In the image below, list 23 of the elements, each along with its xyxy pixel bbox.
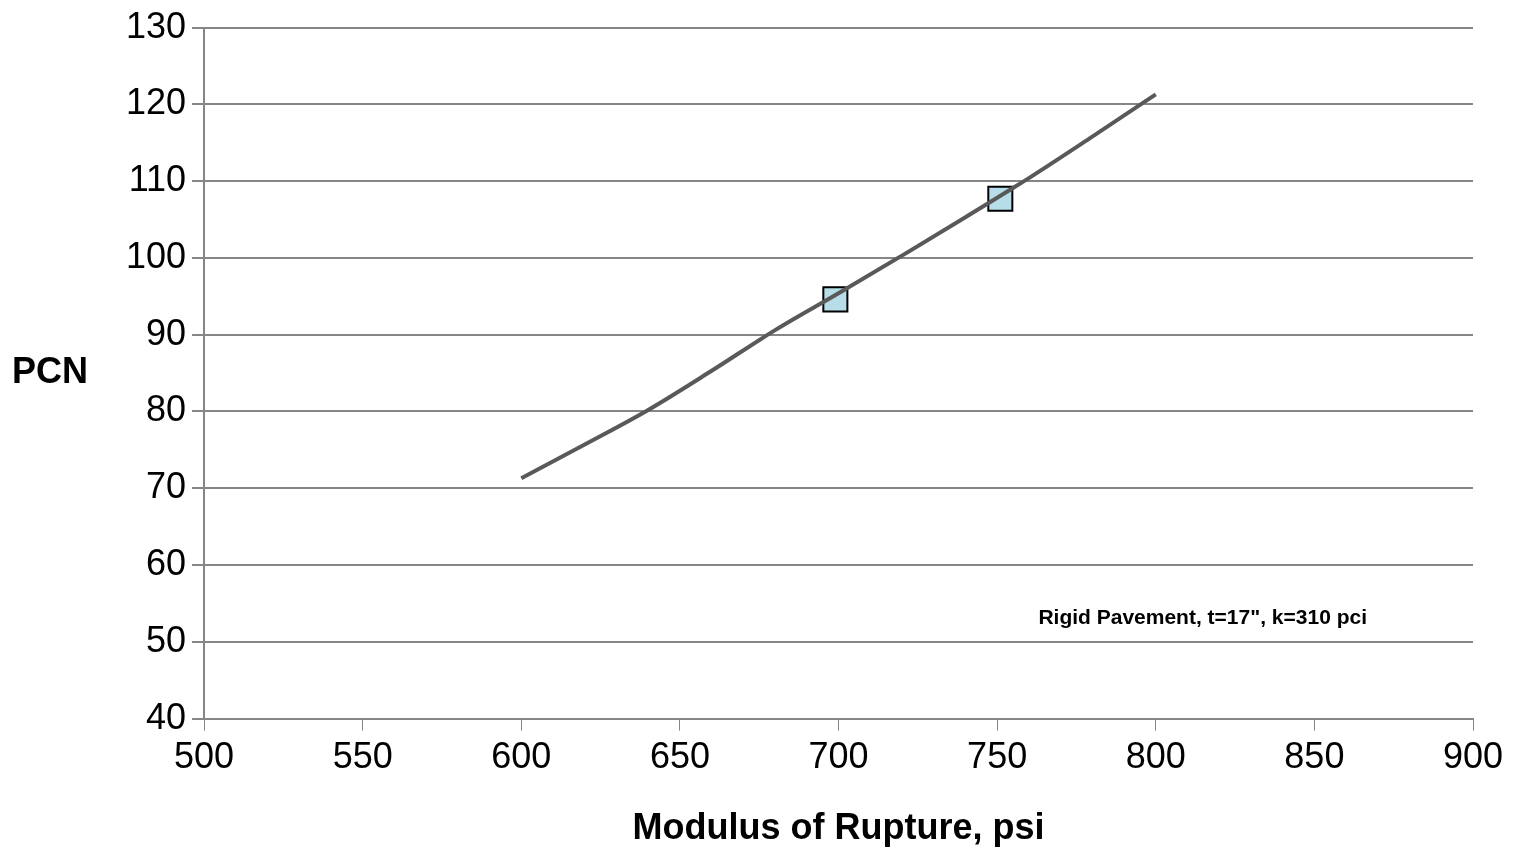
y-tick-label: 40 (146, 695, 187, 737)
y-tick-label: 100 (125, 234, 187, 276)
x-tick-label: 900 (1442, 735, 1504, 777)
x-tick-label: 550 (332, 735, 393, 777)
x-tick-label: 650 (649, 735, 710, 777)
x-tick-label: 500 (174, 735, 235, 777)
y-tick-label: 80 (146, 388, 187, 430)
y-tick-label: 90 (146, 311, 187, 353)
x-axis-title: Modulus of Rupture, psi (632, 806, 1045, 848)
y-tick-label: 70 (146, 465, 187, 507)
y-tick-label: 50 (146, 618, 187, 660)
annotation: Rigid Pavement, t=17", k=310 pci (1038, 605, 1367, 629)
x-tick-label: 600 (491, 735, 552, 777)
y-tick-label: 130 (125, 4, 187, 46)
y-axis-title: PCN (12, 350, 89, 392)
y-tick-label: 110 (128, 158, 187, 200)
x-tick-label: 700 (808, 735, 869, 777)
y-tick-label: 60 (146, 541, 187, 583)
x-tick-label: 800 (1125, 735, 1186, 777)
x-tick-label: 850 (1284, 735, 1345, 777)
line-series (519, 92, 1158, 481)
x-tick-label: 750 (967, 735, 1028, 777)
y-tick-label: 120 (125, 81, 187, 123)
